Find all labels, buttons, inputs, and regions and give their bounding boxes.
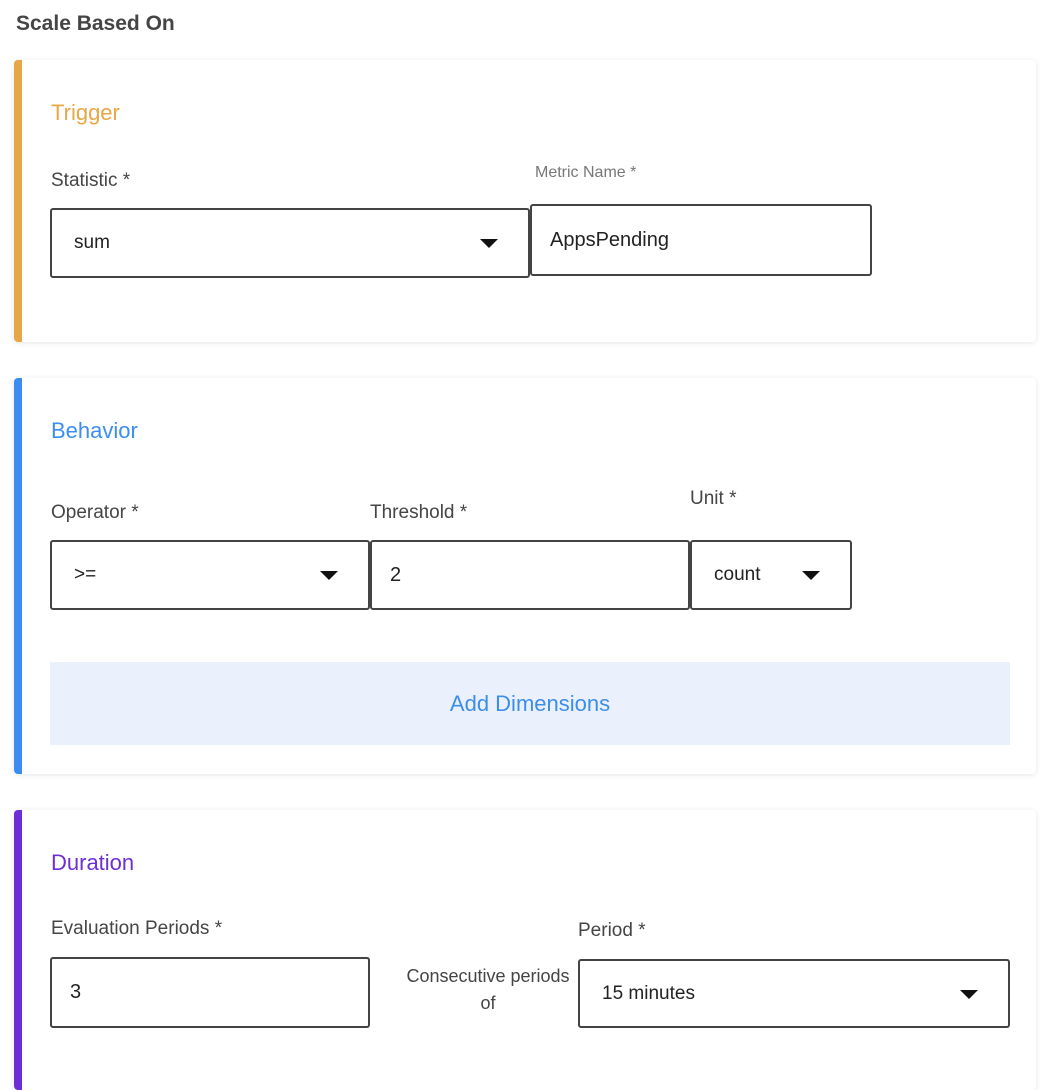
- threshold-label: Threshold *: [370, 502, 468, 523]
- trigger-card: Trigger Statistic * sum Metric Name * Ap…: [14, 60, 1036, 342]
- unit-value: count: [714, 564, 761, 585]
- operator-value: >=: [74, 564, 97, 585]
- duration-card: Duration Evaluation Periods * 3 Consecut…: [14, 810, 1036, 1090]
- evaluation-periods-value: 3: [70, 981, 82, 1003]
- unit-label: Unit *: [690, 488, 737, 509]
- unit-select[interactable]: count: [690, 540, 852, 610]
- operator-label: Operator *: [51, 502, 139, 523]
- metric-name-label: Metric Name *: [535, 164, 637, 181]
- statistic-label: Statistic *: [51, 170, 131, 191]
- statistic-select[interactable]: sum: [50, 208, 530, 278]
- evaluation-periods-input[interactable]: 3: [50, 957, 370, 1028]
- trigger-accent-bar: [14, 60, 22, 342]
- chevron-down-icon: [320, 571, 338, 580]
- period-select[interactable]: 15 minutes: [578, 959, 1010, 1028]
- duration-title: Duration: [51, 850, 135, 875]
- add-dimensions-button[interactable]: Add Dimensions: [50, 662, 1010, 745]
- behavior-title: Behavior: [51, 418, 138, 443]
- behavior-accent-bar: [14, 378, 22, 774]
- metric-name-input[interactable]: AppsPending: [530, 204, 872, 276]
- consecutive-line-2: of: [480, 993, 496, 1013]
- threshold-value: 2: [390, 563, 402, 586]
- statistic-value: sum: [74, 232, 110, 253]
- evaluation-periods-label: Evaluation Periods *: [51, 918, 223, 939]
- threshold-input[interactable]: 2: [370, 540, 690, 610]
- period-value: 15 minutes: [602, 982, 695, 1004]
- consecutive-periods-text: Consecutive periods of: [390, 963, 586, 1017]
- metric-name-value: AppsPending: [550, 228, 669, 251]
- chevron-down-icon: [960, 989, 978, 999]
- trigger-title: Trigger: [51, 100, 120, 125]
- section-heading: Scale Based On: [16, 12, 175, 35]
- chevron-down-icon: [480, 239, 498, 248]
- consecutive-line-1: Consecutive periods: [406, 966, 570, 986]
- behavior-card: Behavior Operator * >= Threshold * 2 Uni…: [14, 378, 1036, 774]
- chevron-down-icon: [802, 571, 820, 580]
- duration-accent-bar: [14, 810, 22, 1090]
- operator-select[interactable]: >=: [50, 540, 370, 610]
- period-label: Period *: [578, 920, 646, 941]
